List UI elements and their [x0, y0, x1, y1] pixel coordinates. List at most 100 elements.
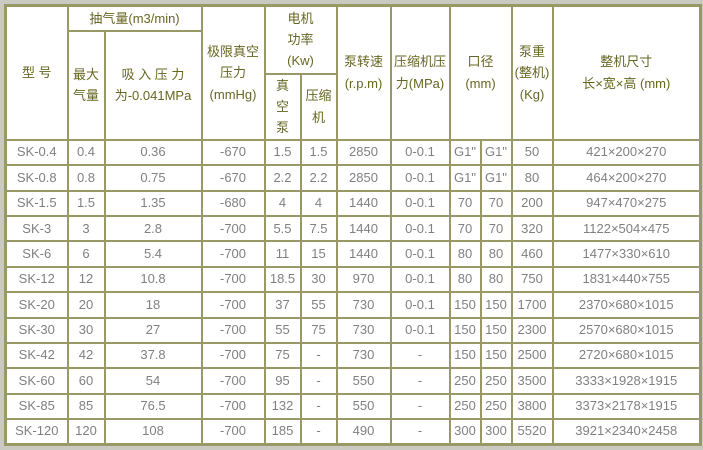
cell-vacuum-pump-power: 37 [263, 291, 302, 319]
cell-caliber-2: 70 [479, 214, 513, 243]
cell-ultimate-vacuum: -670 [200, 138, 266, 167]
cell-compressor-pressure: - [389, 418, 451, 446]
cell-compressor-power: 2.2 [299, 164, 338, 192]
cell-vacuum-pump-power: 1.5 [263, 138, 302, 167]
cell-compressor-pressure: - [389, 341, 451, 370]
cell-pump-weight: 80 [510, 164, 554, 192]
cell-vacuum-pump-power: 4 [263, 189, 302, 217]
cell-caliber-2: 80 [479, 240, 513, 268]
cell-model: SK-42 [4, 341, 69, 370]
cell-compressor-power: - [299, 341, 338, 370]
cell-caliber-2: 250 [479, 392, 513, 421]
cell-max-flow: 3 [66, 214, 106, 243]
cell-ultimate-vacuum: -700 [200, 341, 266, 370]
cell-overall-size: 1477×330×610 [551, 240, 702, 268]
cell-caliber-2: G1" [479, 164, 513, 192]
cell-vacuum-pump-power: 2.2 [263, 164, 302, 192]
cell-max-flow: 85 [66, 392, 106, 421]
cell-max-flow: 1.5 [66, 189, 106, 217]
cell-model: SK-6 [4, 240, 69, 268]
cell-compressor-power: - [299, 392, 338, 421]
cell-suction-pressure: 1.35 [103, 189, 203, 217]
cell-compressor-pressure: - [389, 367, 451, 395]
cell-caliber-1: 80 [448, 240, 482, 268]
cell-suction-pressure: 10.8 [103, 265, 203, 294]
cell-caliber-2: G1" [479, 138, 513, 167]
cell-suction-pressure: 54 [103, 367, 203, 395]
cell-overall-size: 3921×2340×2458 [551, 418, 702, 446]
cell-overall-size: 1831×440×755 [551, 265, 702, 294]
table-body: SK-0.4 0.4 0.36 -670 1.5 1.5 2850 0-0.1 … [4, 138, 702, 446]
cell-compressor-pressure: 0-0.1 [389, 138, 451, 167]
table-row: SK-20 20 18 -700 37 55 730 0-0.1 150 150… [4, 291, 702, 319]
cell-pump-speed: 2850 [335, 138, 392, 167]
cell-pump-speed: 490 [335, 418, 392, 446]
cell-ultimate-vacuum: -700 [200, 316, 266, 344]
cell-compressor-power: 15 [299, 240, 338, 268]
cell-vacuum-pump-power: 18.5 [263, 265, 302, 294]
header-motor-power: 电机 功率 (Kw) [263, 4, 338, 75]
cell-model: SK-30 [4, 316, 69, 344]
cell-caliber-2: 150 [479, 291, 513, 319]
cell-model: SK-0.4 [4, 138, 69, 167]
table-row: SK-6 6 5.4 -700 11 15 1440 0-0.1 80 80 4… [4, 240, 702, 268]
cell-max-flow: 0.8 [66, 164, 106, 192]
cell-pump-speed: 730 [335, 341, 392, 370]
cell-pump-weight: 750 [510, 265, 554, 294]
cell-overall-size: 2370×680×1015 [551, 291, 702, 319]
cell-model: SK-3 [4, 214, 69, 243]
header-row-1: 型 号 抽气量(m3/min) 极限真空 压力 (mmHg) 电机 功率 (Kw… [4, 4, 702, 141]
cell-pump-speed: 1440 [335, 240, 392, 268]
cell-caliber-2: 250 [479, 367, 513, 395]
header-compressor-pressure: 压缩机压 力(MPa) [389, 4, 451, 141]
cell-pump-weight: 5520 [510, 418, 554, 446]
cell-compressor-pressure: 0-0.1 [389, 291, 451, 319]
cell-suction-pressure: 0.36 [103, 138, 203, 167]
cell-compressor-power: 55 [299, 291, 338, 319]
cell-caliber-1: G1" [448, 164, 482, 192]
cell-compressor-power: 7.5 [299, 214, 338, 243]
cell-pump-speed: 730 [335, 316, 392, 344]
header-suction-pressure: 吸 入 压 力 为-0.041MPa [103, 29, 203, 141]
cell-max-flow: 120 [66, 418, 106, 446]
cell-caliber-1: 70 [448, 189, 482, 217]
cell-compressor-power: - [299, 367, 338, 395]
cell-vacuum-pump-power: 75 [263, 341, 302, 370]
cell-caliber-2: 150 [479, 316, 513, 344]
cell-model: SK-120 [4, 418, 69, 446]
cell-ultimate-vacuum: -700 [200, 240, 266, 268]
cell-ultimate-vacuum: -700 [200, 214, 266, 243]
cell-overall-size: 2720×680×1015 [551, 341, 702, 370]
cell-caliber-1: 150 [448, 341, 482, 370]
header-pump-weight: 泵重 (整机) (Kg) [510, 4, 554, 141]
cell-compressor-pressure: 0-0.1 [389, 189, 451, 217]
cell-caliber-1: 150 [448, 316, 482, 344]
header-overall-size: 整机尺寸 长×宽×高 (mm) [551, 4, 702, 141]
table-row: SK-0.4 0.4 0.36 -670 1.5 1.5 2850 0-0.1 … [4, 138, 702, 167]
cell-caliber-1: 80 [448, 265, 482, 294]
cell-caliber-1: G1" [448, 138, 482, 167]
cell-pump-weight: 2300 [510, 316, 554, 344]
cell-compressor-power: - [299, 418, 338, 446]
cell-suction-pressure: 27 [103, 316, 203, 344]
cell-max-flow: 30 [66, 316, 106, 344]
cell-suction-pressure: 18 [103, 291, 203, 319]
cell-pump-speed: 730 [335, 291, 392, 319]
cell-overall-size: 464×200×270 [551, 164, 702, 192]
header-vacuum-pump: 真 空 泵 [263, 72, 302, 141]
header-row-3: 真 空 泵 压缩 机 [6, 72, 701, 141]
cell-compressor-power: 4 [299, 189, 338, 217]
cell-pump-speed: 970 [335, 265, 392, 294]
table-row: SK-85 85 76.5 -700 132 - 550 - 250 250 3… [4, 392, 702, 421]
cell-model: SK-12 [4, 265, 69, 294]
cell-overall-size: 421×200×270 [551, 138, 702, 167]
cell-suction-pressure: 5.4 [103, 240, 203, 268]
cell-overall-size: 2570×680×1015 [551, 316, 702, 344]
cell-pump-weight: 3800 [510, 392, 554, 421]
cell-suction-pressure: 76.5 [103, 392, 203, 421]
table-row: SK-3 3 2.8 -700 5.5 7.5 1440 0-0.1 70 70… [4, 214, 702, 243]
cell-caliber-1: 250 [448, 392, 482, 421]
cell-pump-speed: 1440 [335, 189, 392, 217]
cell-compressor-pressure: 0-0.1 [389, 214, 451, 243]
